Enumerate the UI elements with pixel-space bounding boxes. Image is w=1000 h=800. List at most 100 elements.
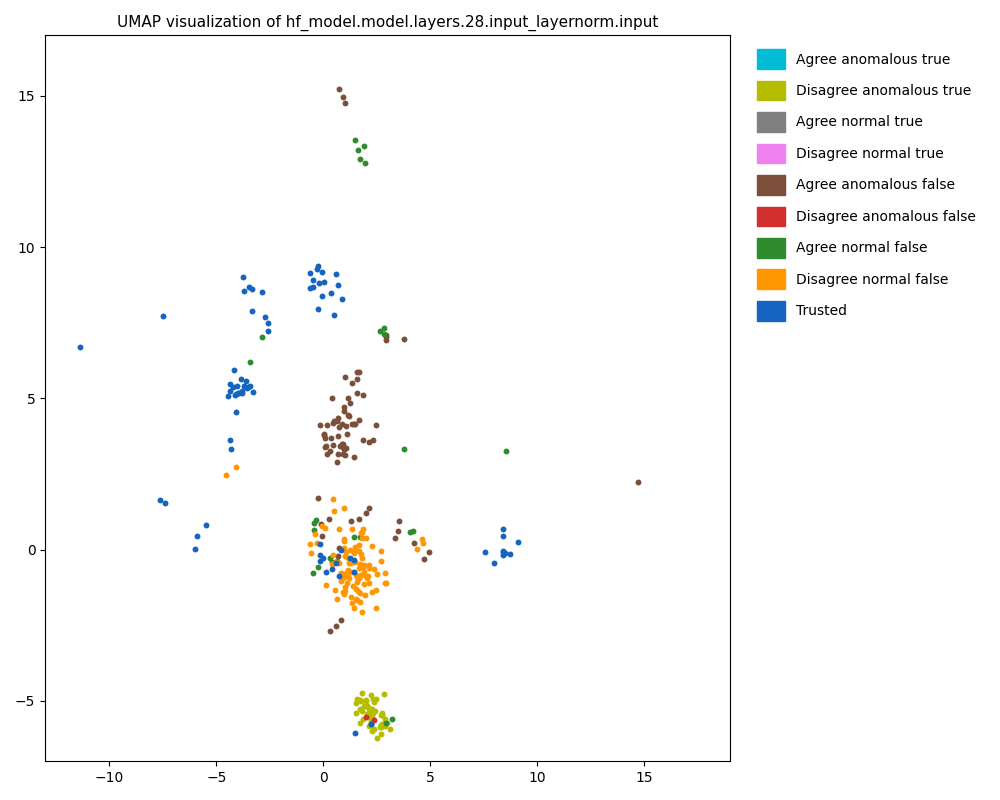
Trusted xyxy=(189,529,205,542)
Disagree normal false xyxy=(336,533,352,546)
Trusted xyxy=(225,381,241,394)
Disagree normal false xyxy=(329,593,345,606)
Disagree anomalous true xyxy=(373,727,389,740)
Disagree anomalous true xyxy=(359,707,375,720)
Disagree normal false xyxy=(337,550,353,562)
Agree anomalous false xyxy=(387,532,403,545)
Agree anomalous false xyxy=(330,411,346,424)
Agree anomalous false xyxy=(346,418,362,430)
Trusted xyxy=(231,386,247,399)
Agree anomalous false xyxy=(312,418,328,431)
Agree normal false xyxy=(242,355,258,368)
Agree anomalous false xyxy=(325,438,341,451)
Disagree anomalous true xyxy=(352,702,368,715)
Disagree normal false xyxy=(353,548,369,561)
Trusted xyxy=(238,375,254,388)
Disagree normal false xyxy=(337,585,353,598)
Trusted xyxy=(328,267,344,280)
Trusted xyxy=(310,260,326,273)
Disagree normal false xyxy=(409,543,425,556)
Agree normal false xyxy=(405,524,421,537)
Disagree anomalous true xyxy=(359,700,375,713)
Disagree normal false xyxy=(328,556,344,569)
Disagree normal false xyxy=(344,522,360,535)
Disagree normal false xyxy=(364,540,380,553)
Trusted xyxy=(333,543,349,556)
Agree normal false xyxy=(372,325,388,338)
Disagree normal false xyxy=(336,542,352,554)
Disagree anomalous true xyxy=(364,710,380,723)
Trusted xyxy=(363,718,379,730)
Trusted xyxy=(230,386,246,399)
Agree anomalous false xyxy=(416,552,432,565)
Disagree normal false xyxy=(352,570,368,582)
Trusted xyxy=(234,386,250,399)
Trusted xyxy=(223,442,239,455)
Disagree anomalous true xyxy=(377,720,393,733)
Trusted xyxy=(495,523,511,536)
Agree anomalous false xyxy=(329,456,345,469)
Agree anomalous false xyxy=(333,614,349,627)
Disagree normal false xyxy=(354,531,370,544)
Agree normal false xyxy=(329,554,345,567)
Agree normal false xyxy=(376,328,392,341)
Agree anomalous false xyxy=(378,330,394,343)
Agree anomalous false xyxy=(310,492,326,505)
Disagree anomalous true xyxy=(361,719,377,732)
Agree anomalous false xyxy=(358,506,374,519)
Agree anomalous false xyxy=(390,524,406,537)
Agree anomalous false xyxy=(336,442,352,455)
Trusted xyxy=(257,310,273,323)
Trusted xyxy=(242,379,258,392)
Disagree normal false xyxy=(309,536,325,549)
Trusted xyxy=(228,387,244,400)
Trusted xyxy=(227,388,243,401)
Trusted xyxy=(260,317,276,330)
Disagree normal false xyxy=(349,594,365,606)
Trusted xyxy=(222,384,238,397)
Trusted xyxy=(241,281,257,294)
Disagree normal false xyxy=(331,522,347,535)
Agree anomalous false xyxy=(334,418,350,430)
Trusted xyxy=(502,547,518,560)
Agree anomalous false xyxy=(630,475,646,488)
Disagree normal false xyxy=(342,544,358,557)
Disagree normal false xyxy=(351,545,367,558)
Agree anomalous false xyxy=(337,449,353,462)
Agree anomalous false xyxy=(337,96,353,109)
Disagree normal false xyxy=(335,572,351,585)
Disagree normal false xyxy=(351,538,367,551)
Disagree normal false xyxy=(325,493,341,506)
Agree anomalous false xyxy=(317,431,333,444)
Agree anomalous false xyxy=(316,429,332,442)
Disagree normal false xyxy=(317,522,333,534)
Disagree normal false xyxy=(324,558,340,570)
Disagree anomalous true xyxy=(373,718,389,731)
Disagree anomalous true xyxy=(373,709,389,722)
Trusted xyxy=(342,551,358,564)
Trusted xyxy=(235,270,251,283)
Trusted xyxy=(245,386,261,398)
Trusted xyxy=(312,548,328,561)
Trusted xyxy=(157,497,173,510)
Trusted xyxy=(229,380,245,393)
Trusted xyxy=(486,556,502,569)
Disagree normal false xyxy=(337,581,353,594)
Disagree normal false xyxy=(303,546,319,559)
Disagree normal false xyxy=(336,567,352,580)
Agree anomalous false xyxy=(335,448,351,461)
Disagree normal false xyxy=(356,566,372,578)
Disagree normal false xyxy=(345,555,361,568)
Disagree normal false xyxy=(333,566,349,579)
Disagree normal false xyxy=(339,566,355,579)
Disagree normal false xyxy=(373,545,389,558)
Disagree normal false xyxy=(307,528,323,541)
Agree anomalous false xyxy=(319,418,335,431)
Disagree anomalous true xyxy=(382,723,398,736)
Disagree anomalous true xyxy=(349,693,365,706)
Agree anomalous false xyxy=(342,396,358,409)
Disagree normal false xyxy=(352,557,368,570)
Trusted xyxy=(254,286,270,298)
Trusted xyxy=(311,276,327,289)
Agree normal false xyxy=(308,514,324,526)
